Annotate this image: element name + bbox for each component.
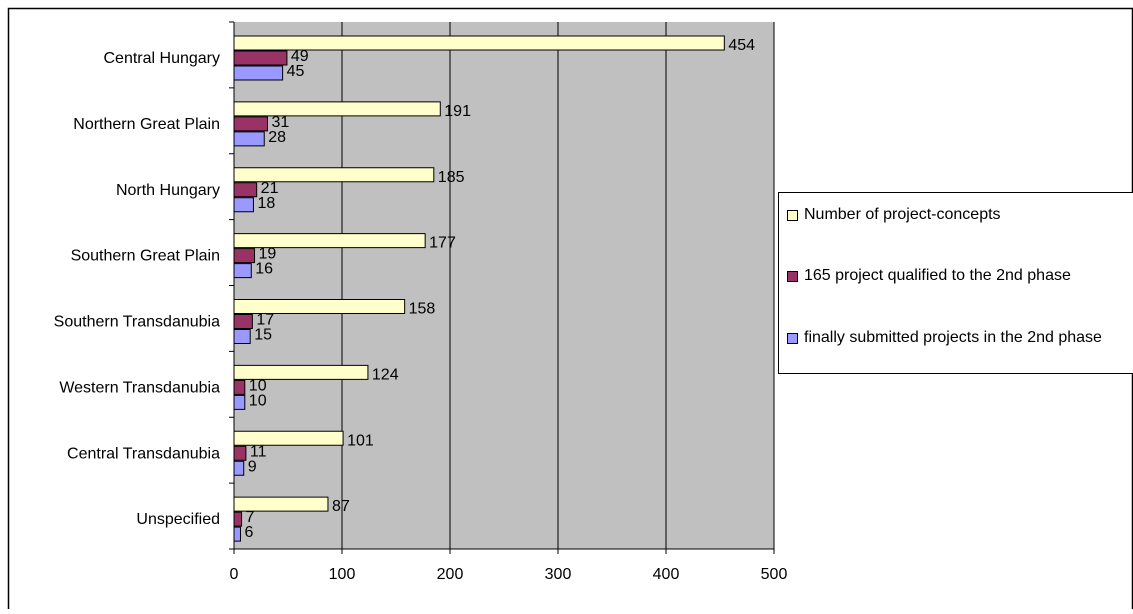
data-label: 19 [259,246,277,263]
bar [233,445,247,461]
bar [233,329,251,344]
data-label: 11 [250,443,267,460]
data-label: 21 [261,180,279,197]
legend-item-qualified: 165 project qualified to the 2nd phase [787,266,1132,286]
data-label: 10 [249,392,267,409]
bar [233,116,268,132]
x-tick-label: 300 [545,566,572,583]
legend-swatch-qualified [787,271,798,282]
legend-label-submitted: finally submitted projects in the 2nd ph… [804,329,1102,346]
data-label: 177 [429,235,456,252]
bar [233,263,252,279]
data-label: 15 [254,327,272,344]
data-label: 7 [246,509,255,526]
data-label: 45 [287,63,305,80]
bar [233,394,246,410]
category-label: Central Transdanubia [67,445,220,462]
x-tick-label: 0 [230,566,239,583]
bar [233,248,256,264]
bar [233,35,725,51]
category-label: North Hungary [116,182,220,199]
data-label: 17 [256,312,274,329]
legend: Number of project-concepts 165 project q… [778,192,1133,374]
plot-background [234,22,774,549]
bar [233,364,369,380]
bar [233,233,426,249]
data-label: 6 [244,524,253,541]
legend-item-submitted: finally submitted projects in the 2nd ph… [787,328,1132,348]
data-label: 158 [409,301,436,318]
x-tick-label: 100 [329,566,356,583]
data-label: 124 [372,366,399,383]
bar [233,526,241,542]
data-label: 49 [291,48,309,65]
bar [233,511,243,527]
data-label: 454 [728,37,755,54]
data-label: 185 [438,169,465,186]
bar [233,496,329,512]
category-label: Northern Great Plain [73,116,220,133]
bar [233,299,406,314]
data-label: 101 [347,432,374,449]
bar [233,379,246,395]
bar [233,101,441,117]
bar [233,460,245,476]
legend-swatch-concepts [787,210,798,221]
data-label: 28 [268,129,286,146]
category-label: Western Transdanubia [59,379,220,396]
category-label: Southern Transdanubia [54,314,220,331]
data-label: 10 [249,377,267,394]
x-tick-label: 400 [653,566,680,583]
legend-label-qualified: 165 project qualified to the 2nd phase [804,267,1071,284]
x-tick-label: 500 [761,566,788,583]
legend-label-concepts: Number of project-concepts [804,206,1001,223]
bar [233,50,288,66]
x-tick-label: 200 [437,566,464,583]
bar [233,430,344,446]
category-label: Southern Great Plain [71,248,220,265]
bar [233,65,284,81]
data-label: 31 [271,114,289,131]
category-label: Unspecified [136,511,220,528]
legend-item-concepts: Number of project-concepts [787,205,1132,225]
data-label: 16 [255,261,273,278]
bar [233,314,253,329]
data-label: 87 [332,498,350,515]
bar [233,197,254,213]
bar [233,131,265,147]
data-label: 9 [248,458,257,475]
bar [233,182,258,198]
category-label: Central Hungary [104,50,221,67]
bar [233,167,435,183]
data-label: 191 [444,103,471,120]
legend-swatch-submitted [787,333,798,344]
data-label: 18 [257,195,275,212]
